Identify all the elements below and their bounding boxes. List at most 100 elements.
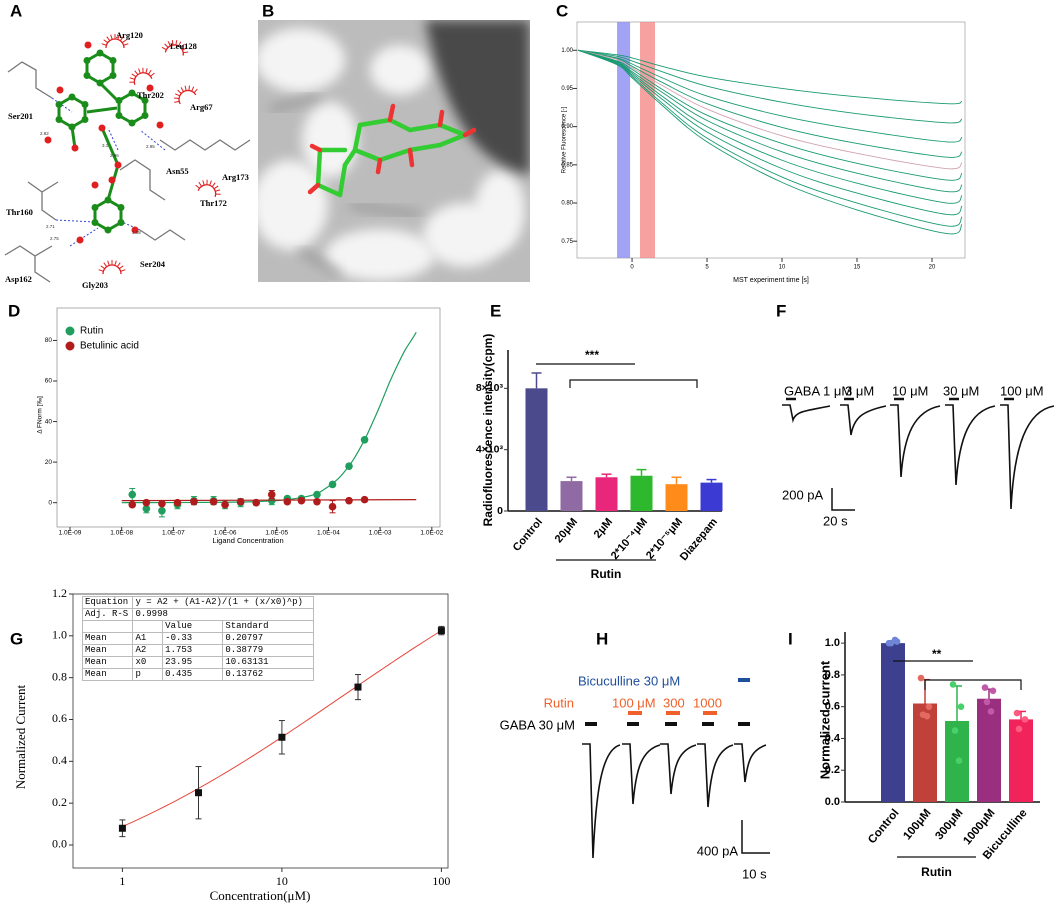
dose-label: 1000 [693,695,722,710]
x-tick-label: 5 [705,265,709,271]
h-bond [107,127,119,151]
hydrophobic-contact [101,34,129,49]
data-point [917,674,925,682]
group-label: Rutin [591,567,622,581]
bar [913,703,937,802]
point [283,497,292,506]
table-cell: y = A2 + (A1-A2)/(1 + (x/x0)^p) [132,596,314,609]
atom [81,116,89,123]
data-point [987,708,995,715]
distance-label: 2.95 [146,144,155,149]
contact-spoke [142,67,144,73]
y-axis-label: Normalized Current [13,684,28,789]
surface-highlight [258,160,328,250]
panel-label: D [8,301,20,320]
contact-spoke [103,39,109,44]
y-tick-label: 80 [45,337,53,344]
h-bond [139,129,166,151]
contact-arc [133,72,153,86]
data-point [957,703,965,710]
significance-bracket [569,379,698,388]
panel-h: Bicuculline 30 μM Rutin 100 μM 300 1000 … [500,673,770,881]
x-tick-label: 1.0E-09 [59,530,82,537]
residue-stick [7,61,53,99]
table-cell: 0.435 [162,668,224,681]
ring [85,51,115,85]
table-row: Adj. R-S 0.9998 [81,608,314,621]
panel-a [4,34,251,283]
oxygen-atom [76,236,84,244]
point [313,497,321,506]
y-axis-label: Δ FNorm [‰] [37,396,44,434]
table-row: Value Standard [81,620,314,633]
ligand-oxygen [437,109,445,128]
residue-stick [27,181,57,221]
point [354,683,362,691]
y-tick-label: 0.2 [52,795,67,809]
atom [55,116,63,123]
oxygen-atom [71,144,79,152]
contact-spoke [123,43,129,46]
point [173,498,182,507]
contact-spoke [138,68,141,74]
atom [115,112,123,119]
point [360,436,369,444]
oxygen-atom [108,176,116,184]
contact-spoke [209,180,212,186]
surface-crease [349,202,421,218]
surface-crease [269,92,321,113]
contact-spoke [180,87,184,92]
legend-label: Rutin [80,326,103,337]
h-bond [69,227,99,247]
significance-bracket [924,679,1022,690]
contact-spoke [202,180,205,186]
contact-spoke [129,81,135,83]
trace-label: 100 μM [1000,383,1044,398]
fit-curve [121,499,417,502]
table-cell: Standard [222,620,314,633]
x-tick-label: 0 [630,265,634,271]
contact-spoke [171,40,174,46]
table-cell: 23.95 [162,656,224,669]
point [195,789,203,797]
x-tick-label: 1 [119,874,125,888]
point [190,497,198,506]
table-cell: -0.33 [162,632,224,645]
ligand-bond [352,147,383,163]
point [328,502,337,511]
significance-label: ** [932,647,942,661]
ligand-oxygen [387,103,396,123]
residue-labels: Arg120 Leu128 Thr202 Arg67 Ser201 Arg173… [5,30,249,290]
current-trace [945,404,996,486]
point [158,499,166,508]
point [158,506,166,515]
contact-spoke [164,43,169,48]
table-row: Mean p 0.435 0.13762 [81,668,314,681]
ligand-bond [437,122,468,138]
point [118,824,126,832]
contact-spoke [193,88,198,94]
contact-spoke [118,265,124,270]
contact-spoke [145,68,148,74]
contact-spoke [206,179,208,185]
y-axis-label: Relative Fluorescence [-] [562,106,568,173]
contact-spoke [150,72,155,77]
x-tick-label: 10 [276,874,288,888]
y-tick-label: 0.8 [825,669,840,681]
point [297,496,306,505]
bar [700,482,723,511]
panel-label: E [490,301,501,320]
point [128,500,137,509]
contact-spoke [198,181,203,187]
contact-spoke [131,73,137,78]
scale-label: 10 s [742,866,767,881]
point [209,497,218,506]
residue-stick [119,159,166,201]
panel-labels: A B C D E F G H I [8,1,793,648]
x-tick-label: 1.0E-08 [110,530,133,537]
x-tick-label: Diazepam [678,516,720,563]
y-tick-label: 0.90 [561,124,573,130]
scale-bar [831,488,855,511]
residue-label: Leu128 [170,41,197,51]
ligand-bond [352,122,363,153]
